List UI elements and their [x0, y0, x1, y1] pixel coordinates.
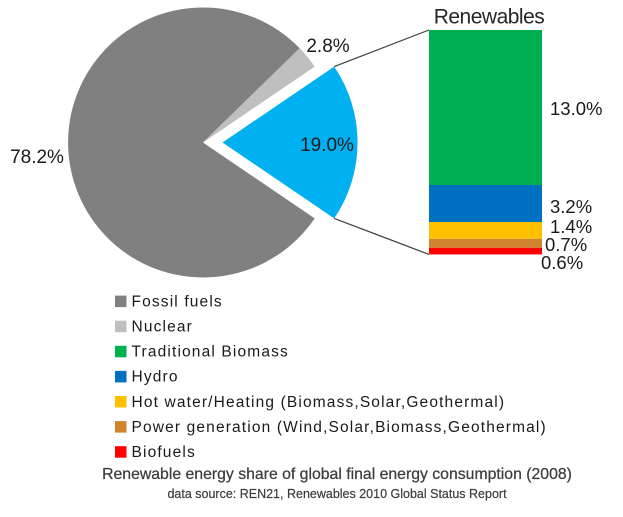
svg-text:78.2%: 78.2%	[10, 147, 64, 168]
svg-text:0.7%: 0.7%	[545, 234, 587, 255]
svg-text:Nuclear: Nuclear	[132, 319, 193, 336]
svg-text:19.0%: 19.0%	[300, 135, 354, 156]
svg-text:Power generation (Wind,Solar,B: Power generation (Wind,Solar,Biomass,Geo…	[132, 419, 547, 436]
svg-text:3.2%: 3.2%	[550, 196, 592, 217]
svg-text:Traditional Biomass: Traditional Biomass	[132, 344, 289, 361]
svg-text:Hydro: Hydro	[132, 369, 179, 386]
svg-text:Renewable energy share of glob: Renewable energy share of global final e…	[102, 466, 572, 483]
svg-text:Fossil fuels: Fossil fuels	[132, 293, 223, 310]
svg-text:Renewables: Renewables	[434, 6, 545, 29]
svg-text:Hot water/Heating (Biomass,Sol: Hot water/Heating (Biomass,Solar,Geother…	[132, 394, 506, 411]
svg-text:13.0%: 13.0%	[550, 98, 602, 119]
svg-text:data source: REN21, Renewables: data source: REN21, Renewables 2010 Glob…	[167, 487, 507, 501]
svg-text:1.4%: 1.4%	[550, 216, 592, 237]
svg-text:2.8%: 2.8%	[306, 36, 349, 57]
svg-text:0.6%: 0.6%	[541, 252, 583, 273]
svg-text:Biofuels: Biofuels	[132, 444, 196, 461]
